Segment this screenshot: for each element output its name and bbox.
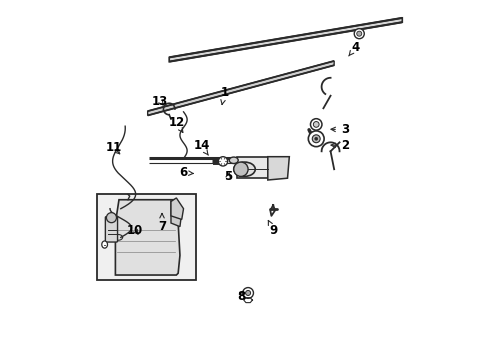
Polygon shape: [267, 157, 289, 180]
FancyBboxPatch shape: [237, 157, 267, 178]
Text: 5: 5: [224, 170, 232, 183]
Text: 4: 4: [348, 41, 359, 56]
Ellipse shape: [233, 162, 255, 176]
Circle shape: [312, 135, 320, 143]
Circle shape: [310, 119, 321, 130]
Ellipse shape: [102, 241, 107, 248]
FancyBboxPatch shape: [97, 194, 196, 280]
Polygon shape: [147, 61, 333, 116]
Polygon shape: [171, 198, 183, 220]
Circle shape: [308, 131, 324, 147]
Text: 2: 2: [330, 139, 348, 152]
Text: 11: 11: [105, 141, 122, 154]
Circle shape: [353, 29, 364, 39]
Circle shape: [106, 213, 116, 223]
Circle shape: [242, 288, 253, 298]
Text: 14: 14: [193, 139, 209, 155]
Text: 1: 1: [220, 86, 228, 104]
Circle shape: [218, 157, 227, 166]
Text: 8: 8: [236, 290, 244, 303]
Text: 3: 3: [330, 123, 348, 136]
Circle shape: [313, 122, 319, 127]
Polygon shape: [171, 200, 182, 226]
Polygon shape: [169, 18, 402, 62]
Text: 7: 7: [158, 213, 166, 233]
Text: 9: 9: [268, 220, 277, 237]
Ellipse shape: [229, 157, 238, 163]
Circle shape: [356, 31, 361, 36]
Text: 13: 13: [152, 95, 168, 108]
Circle shape: [314, 137, 317, 140]
Text: 6: 6: [179, 166, 193, 179]
Text: 12: 12: [168, 116, 184, 132]
FancyBboxPatch shape: [105, 217, 117, 242]
Circle shape: [233, 162, 247, 176]
Text: 10: 10: [127, 224, 143, 237]
Circle shape: [245, 291, 250, 296]
Polygon shape: [115, 200, 180, 275]
